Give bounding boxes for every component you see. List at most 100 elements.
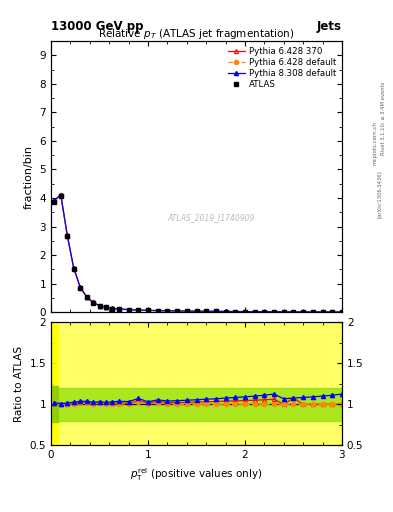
ATLAS [242, 309, 247, 315]
Text: [arXiv:1306.3436]: [arXiv:1306.3436] [377, 170, 382, 219]
Pythia 8.308 default [272, 309, 276, 315]
Pythia 6.428 default [194, 308, 199, 314]
Line: Pythia 6.428 default: Pythia 6.428 default [52, 194, 344, 314]
ATLAS [165, 308, 170, 314]
ATLAS [194, 308, 199, 314]
ATLAS [136, 307, 141, 313]
ATLAS [272, 309, 276, 315]
Pythia 8.308 default [71, 265, 76, 271]
ATLAS [184, 308, 189, 314]
Y-axis label: fraction/bin: fraction/bin [24, 144, 34, 208]
Pythia 6.428 default [262, 309, 267, 315]
Pythia 8.308 default [52, 197, 57, 203]
Pythia 8.308 default [223, 308, 228, 314]
ATLAS [59, 193, 63, 199]
ATLAS [281, 309, 286, 315]
Pythia 6.428 default [340, 309, 344, 315]
Pythia 6.428 default [175, 308, 180, 314]
Pythia 8.308 default [165, 308, 170, 314]
Pythia 8.308 default [194, 308, 199, 314]
Pythia 6.428 default [52, 198, 57, 204]
Pythia 8.308 default [301, 309, 305, 315]
ATLAS [117, 306, 121, 312]
ATLAS [52, 199, 57, 205]
ATLAS [301, 309, 305, 315]
Pythia 6.428 370 [165, 308, 170, 314]
Pythia 8.308 default [136, 307, 141, 313]
Text: mcplots.cern.ch: mcplots.cern.ch [373, 121, 378, 165]
ATLAS [213, 308, 218, 314]
Legend: Pythia 6.428 370, Pythia 6.428 default, Pythia 8.308 default, ATLAS: Pythia 6.428 370, Pythia 6.428 default, … [226, 45, 338, 91]
ATLAS [155, 308, 160, 314]
Pythia 6.428 370 [71, 265, 76, 271]
Pythia 6.428 370 [252, 309, 257, 315]
Pythia 8.308 default [97, 303, 102, 309]
Pythia 8.308 default [155, 308, 160, 314]
Pythia 6.428 default [281, 309, 286, 315]
Pythia 6.428 370 [155, 308, 160, 314]
Pythia 6.428 370 [310, 309, 315, 315]
Pythia 6.428 370 [136, 307, 141, 313]
Pythia 6.428 default [213, 308, 218, 314]
ATLAS [71, 266, 76, 272]
Pythia 6.428 370 [262, 309, 267, 315]
Pythia 6.428 default [136, 307, 141, 313]
Pythia 6.428 default [320, 309, 325, 315]
Pythia 6.428 default [204, 308, 209, 314]
Pythia 8.308 default [91, 299, 95, 305]
Pythia 8.308 default [175, 308, 180, 314]
Pythia 8.308 default [330, 309, 334, 315]
Line: Pythia 6.428 370: Pythia 6.428 370 [52, 193, 344, 314]
Pythia 6.428 370 [194, 308, 199, 314]
Pythia 8.308 default [204, 308, 209, 314]
Pythia 6.428 default [252, 309, 257, 315]
Pythia 6.428 default [71, 266, 76, 272]
Pythia 6.428 370 [117, 306, 121, 312]
Pythia 6.428 370 [301, 309, 305, 315]
Text: Jets: Jets [317, 20, 342, 33]
Pythia 6.428 default [310, 309, 315, 315]
ATLAS [310, 309, 315, 315]
Pythia 6.428 default [155, 308, 160, 314]
Pythia 6.428 370 [272, 309, 276, 315]
Pythia 6.428 default [272, 309, 276, 315]
Pythia 6.428 370 [281, 309, 286, 315]
Pythia 6.428 370 [84, 294, 89, 300]
Pythia 6.428 default [59, 193, 63, 199]
ATLAS [146, 307, 151, 313]
ATLAS [291, 309, 296, 315]
Pythia 6.428 370 [184, 308, 189, 314]
Pythia 6.428 default [91, 300, 95, 306]
Pythia 8.308 default [242, 309, 247, 315]
Pythia 6.428 370 [242, 309, 247, 315]
Pythia 6.428 default [84, 294, 89, 300]
X-axis label: $p_{\rm T}^{\rm rel}$ (positive values only): $p_{\rm T}^{\rm rel}$ (positive values o… [130, 466, 263, 483]
Pythia 6.428 default [165, 308, 170, 314]
Text: Rivet 3.1.10; ≥ 3.4M events: Rivet 3.1.10; ≥ 3.4M events [381, 81, 386, 155]
Pythia 8.308 default [320, 309, 325, 315]
Pythia 6.428 370 [52, 198, 57, 204]
Pythia 6.428 370 [59, 192, 63, 198]
Pythia 6.428 default [117, 306, 121, 312]
ATLAS [110, 306, 115, 312]
Pythia 6.428 default [126, 307, 131, 313]
Pythia 6.428 370 [204, 308, 209, 314]
ATLAS [320, 309, 325, 315]
Text: 13000 GeV pp: 13000 GeV pp [51, 20, 143, 33]
Text: ATLAS_2019_I1740909: ATLAS_2019_I1740909 [167, 213, 255, 222]
Pythia 8.308 default [117, 306, 121, 312]
Pythia 6.428 default [110, 306, 115, 312]
Pythia 8.308 default [233, 308, 238, 314]
Pythia 6.428 default [184, 308, 189, 314]
ATLAS [330, 309, 334, 315]
Line: Pythia 8.308 default: Pythia 8.308 default [52, 193, 344, 314]
ATLAS [223, 308, 228, 314]
ATLAS [91, 300, 95, 306]
ATLAS [78, 285, 83, 291]
Title: Relative $p_T$ (ATLAS jet fragmentation): Relative $p_T$ (ATLAS jet fragmentation) [98, 27, 295, 41]
Y-axis label: Ratio to ATLAS: Ratio to ATLAS [14, 346, 24, 422]
Pythia 8.308 default [310, 309, 315, 315]
Pythia 6.428 default [301, 309, 305, 315]
Pythia 8.308 default [281, 309, 286, 315]
Pythia 6.428 370 [146, 307, 151, 313]
